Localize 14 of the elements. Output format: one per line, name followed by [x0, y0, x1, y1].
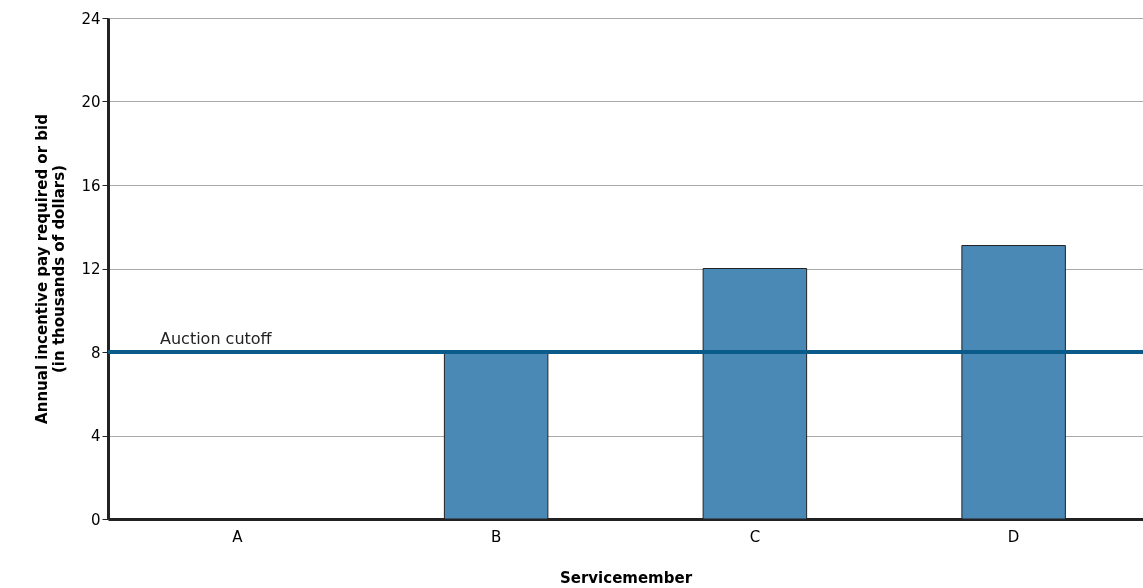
- y-tick-label: 0: [90, 510, 101, 529]
- x-axis-title: Servicemember: [559, 568, 693, 587]
- y-tick-label: 24: [81, 9, 101, 28]
- y-tick-label: 8: [90, 343, 101, 362]
- y-tick-label: 4: [90, 427, 101, 445]
- y-tick-label: 12: [81, 260, 101, 278]
- y-axis-title: Annual incentive pay required or bid (in thousands of dollars): [33, 114, 69, 424]
- x-tick-label: A: [232, 527, 244, 546]
- x-tick-label: D: [1007, 527, 1020, 546]
- y-tick-label: 16: [81, 176, 101, 195]
- y-tick-label: 20: [81, 93, 101, 111]
- x-tick-label: C: [749, 527, 761, 546]
- ref-line-label: Auction cutoff: [160, 329, 273, 348]
- x-tick-label: B: [490, 527, 502, 546]
